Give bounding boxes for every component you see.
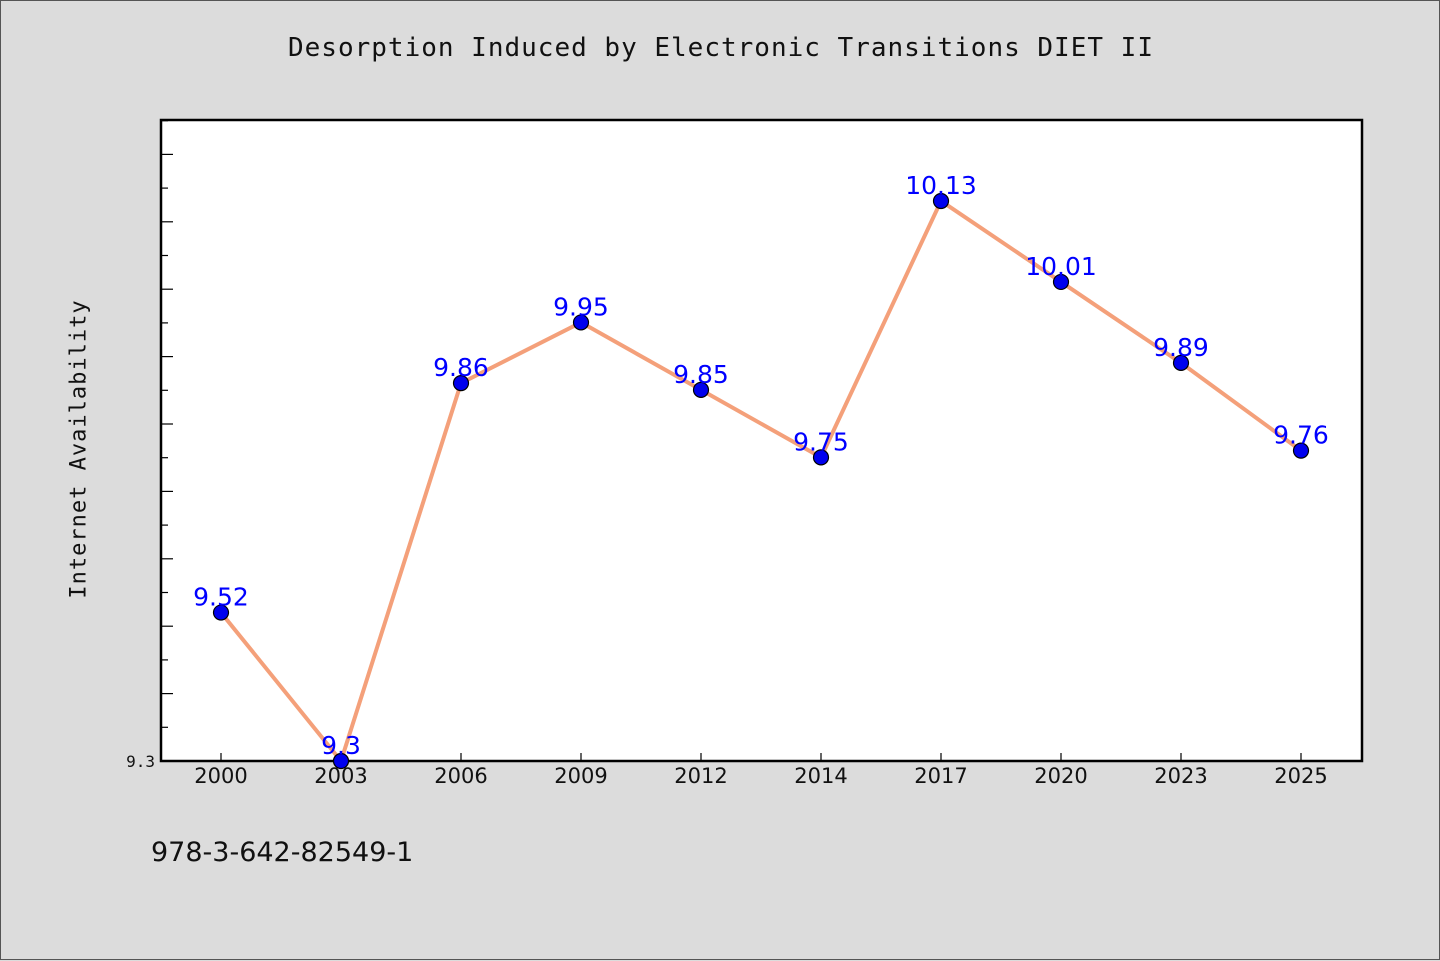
data-label: 9.52 bbox=[193, 583, 249, 612]
x-tick-label: 2012 bbox=[674, 764, 727, 788]
data-point bbox=[692, 381, 710, 398]
data-label: 9.86 bbox=[433, 353, 489, 382]
x-tick-label: 2006 bbox=[434, 764, 487, 788]
x-tick-label: 2014 bbox=[794, 764, 847, 788]
data-label: 10.13 bbox=[905, 171, 977, 200]
data-point bbox=[212, 604, 230, 621]
data-label: 9.85 bbox=[673, 360, 729, 389]
data-point bbox=[812, 449, 830, 466]
data-points bbox=[212, 192, 1310, 770]
data-label: 9.76 bbox=[1273, 421, 1329, 450]
data-label: 9.3 bbox=[321, 731, 361, 760]
data-point bbox=[932, 192, 950, 210]
series-line bbox=[219, 198, 1303, 763]
x-tick-label: 2017 bbox=[914, 764, 967, 788]
data-point bbox=[1292, 442, 1310, 459]
x-tick-label: 2020 bbox=[1034, 764, 1087, 788]
y-axis-ticks: 9.3 bbox=[126, 120, 173, 771]
x-tick-label: 2025 bbox=[1274, 764, 1327, 788]
x-tick-label: 2000 bbox=[194, 764, 247, 788]
data-label: 10.01 bbox=[1025, 252, 1097, 281]
x-tick-label: 2009 bbox=[554, 764, 607, 788]
data-point bbox=[1052, 273, 1070, 291]
x-tick-label: 2023 bbox=[1154, 764, 1207, 788]
data-point bbox=[452, 375, 470, 392]
y-tick-label: 9.3 bbox=[126, 752, 155, 771]
data-point bbox=[1172, 354, 1190, 372]
data-label: 9.95 bbox=[553, 292, 609, 321]
data-point bbox=[332, 752, 350, 770]
plot-area bbox=[159, 118, 1364, 763]
data-label: 9.75 bbox=[793, 427, 849, 456]
isbn-code: 978-3-642-82549-1 bbox=[151, 837, 414, 868]
x-axis-ticks: 2000 2003 2006 2009 2012 2014 2017 2020 2023 2025 bbox=[194, 753, 1328, 788]
data-label: 9.89 bbox=[1153, 333, 1209, 362]
data-labels: 9.52 9.3 9.86 9.95 9.85 9.75 10.13 10.01 9.89 9.7… bbox=[193, 171, 1329, 760]
chart-title: Desorption Induced by Electronic Transit… bbox=[288, 33, 1154, 63]
data-point bbox=[572, 314, 590, 331]
